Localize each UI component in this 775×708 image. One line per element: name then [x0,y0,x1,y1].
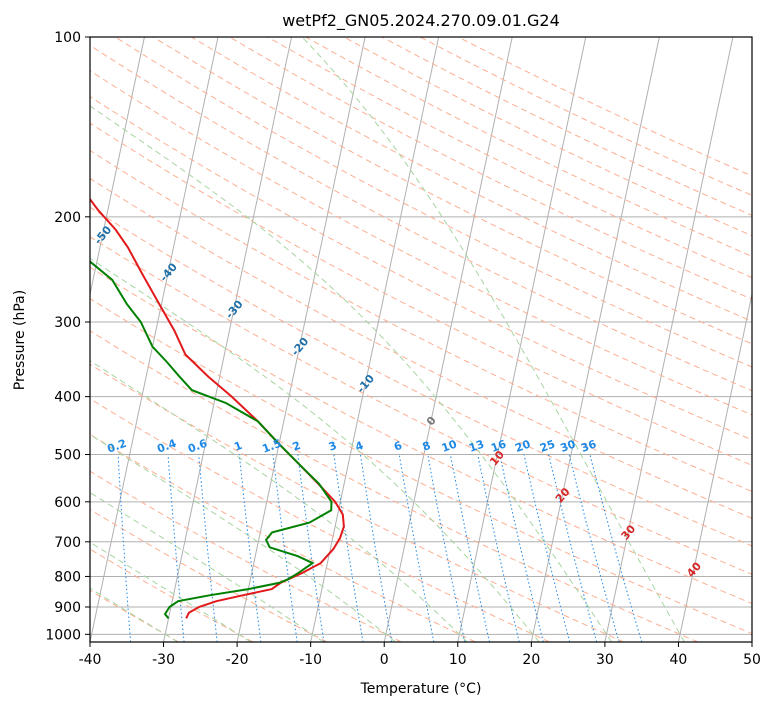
mixing-ratio-label: 0.4 [155,437,178,456]
dry-adiabat [90,122,752,466]
isotherm-gridline [0,37,71,642]
plot-frame [89,36,753,643]
mixing-ratio-line [449,454,490,642]
x-tick-label: 40 [670,652,688,668]
mixing-ratio-label: 20 [513,437,532,455]
x-tick-label: 10 [449,652,467,668]
mixing-ratio-label: 25 [538,438,557,455]
isotherm-gridline [751,639,752,642]
isotherm-gridline [163,37,293,642]
dry-adiabat [229,37,752,300]
mixing-ratio-line [568,454,620,642]
mixing-ratio-label: 8 [421,439,433,454]
dewpoint-profile-line [90,229,333,619]
mixing-ratio-label: 36 [579,437,598,455]
isotherm-gridline [677,291,752,642]
y-tick-label: 300 [54,315,81,331]
mixing-ratio-label: 0.6 [186,437,209,456]
dry-adiabat [90,149,752,492]
grid-layer [0,37,752,642]
y-tick-label: 700 [54,535,81,551]
tick-layer: -40 -30 -20 -10 0 10 20 30 40 5010020030040050060… [45,30,761,668]
isotherm-gridline [310,37,440,642]
y-tick-label: 1000 [45,627,81,643]
mixing-ratio-label: 1 [232,439,244,454]
moist-adiabat [90,360,468,642]
dry-adiabat [90,363,625,642]
mixing-ratio-label: 1.5 [260,437,283,456]
mixing-ratio-line [427,454,466,642]
dry-adiabat [90,236,752,575]
mixing-ratio-label: 0.2 [105,437,128,456]
mixing-ratio-label: 3 [327,439,339,454]
series-layer [90,197,345,619]
y-tick-label: 100 [54,30,81,46]
isotherm-label: -60 [26,186,49,210]
mixing-ratio-label: 4 [353,439,365,454]
x-tick-label: -20 [226,652,249,668]
dry-adiabat [90,330,699,642]
mixing-ratio-line [499,454,544,642]
x-axis-label: Temperature (°C) [360,681,482,697]
x-tick-label: -30 [152,652,175,668]
x-tick-label: 20 [522,652,540,668]
dry-adiabat [90,589,179,642]
dry-adiabat [90,96,752,441]
x-tick-label: 30 [596,652,614,668]
mixing-ratio-label: 10 [440,437,459,455]
isotherm-gridline [90,37,219,642]
moist-adiabat [90,257,540,642]
x-tick-label: 50 [743,652,761,668]
x-tick-label: -10 [299,652,322,668]
mixing-ratio-line [589,454,643,642]
moist-adiabat [301,37,685,642]
isotherm-gridline [604,37,734,642]
chart-title: wetPf2_GN05.2024.270.09.01.G24 [282,11,560,31]
dry-adiabat [90,44,752,392]
dry-adiabat [90,508,328,642]
mixing-ratio-line [477,454,520,642]
moist-adiabat [90,587,179,642]
y-tick-label: 500 [54,448,81,464]
x-tick-label: -40 [79,652,102,668]
mixing-ratio-label: 30 [559,437,578,455]
isotherm-gridline [236,37,366,642]
moist-adiabat [90,433,396,642]
isotherm-gridline [530,37,660,642]
dry-adiabat [90,470,402,642]
y-tick-label: 600 [54,495,81,511]
dry-adiabat [90,177,752,519]
y-tick-label: 400 [54,390,81,406]
isotherm-gridline [383,37,513,642]
isotherm-gridline [90,37,145,297]
isotherm-gridline [457,37,587,642]
mixing-ratio-line [117,454,131,642]
y-axis-label: Pressure (hPa) [12,290,28,390]
mixing-ratio-line [523,454,571,642]
y-tick-label: 800 [54,569,81,585]
y-tick-label: 900 [54,600,81,616]
mixing-ratio-label: 13 [467,438,486,455]
mixing-ratio-label: 16 [489,437,508,455]
mixing-ratio-label: 6 [392,439,404,454]
dry-adiabat [90,266,752,605]
mixing-ratio-label: 2 [291,439,303,454]
x-tick-label: 0 [380,652,389,668]
dry-adiabat [153,37,752,345]
dry-adiabat [90,206,752,547]
mixing-ratio-line [548,454,598,642]
dry-adiabat [114,37,752,368]
y-tick-label: 200 [54,210,81,226]
moist-adiabat [90,105,613,642]
temperature-profile-line [90,197,345,619]
plot-background [90,37,752,642]
